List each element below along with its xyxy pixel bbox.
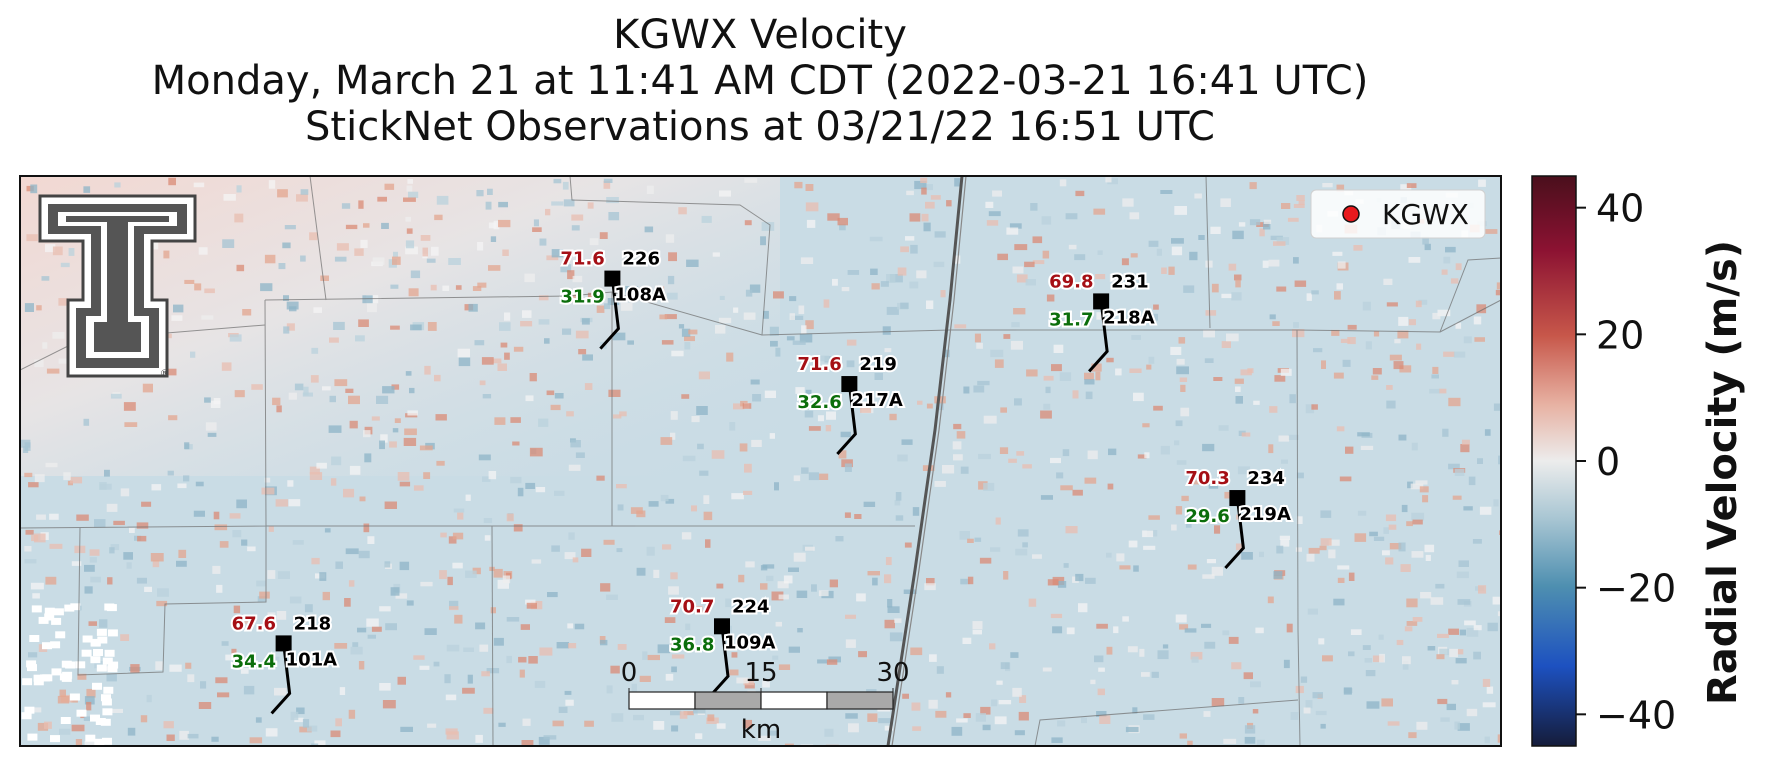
station-id-101A: 101A (286, 649, 338, 670)
dewpoint-219A: 29.6 (1185, 506, 1229, 527)
dewpoint-109A: 36.8 (670, 634, 714, 655)
wind-dir-219A: 234 (1247, 468, 1285, 489)
temp-109A: 70.7 (670, 596, 714, 617)
scale-tick-15: 15 (744, 658, 777, 688)
colorbar-tick-3: −20 (1596, 567, 1676, 611)
scale-unit: km (741, 715, 781, 745)
station-109A: 70.7 224 36.8 109A (668, 594, 778, 698)
scale-tick-30: 30 (876, 658, 909, 688)
station-marker-108A (604, 270, 621, 287)
station-218A: 69.8 231 31.7 218A (1047, 269, 1157, 373)
wind-barb-219A (1224, 497, 1245, 570)
map-frame (19, 175, 1502, 747)
wind-dir-108A: 226 (622, 249, 660, 270)
dewpoint-217A: 32.6 (797, 392, 841, 413)
university-t-logo: ® (38, 194, 197, 379)
scale-tick-0: 0 (621, 658, 638, 688)
county-boundaries (20, 176, 1501, 746)
wind-dir-217A: 219 (859, 354, 897, 375)
title-line-3: StickNet Observations at 03/21/22 16:51 … (305, 104, 1215, 150)
wind-dir-218A: 231 (1111, 271, 1149, 292)
station-id-218A: 218A (1103, 307, 1155, 328)
station-217A: 71.6 219 32.6 217A (795, 352, 905, 456)
station-id-217A: 217A (851, 390, 903, 411)
colorbar-title: Radial Velocity (m/s) (1700, 239, 1746, 705)
wind-dir-109A: 224 (732, 596, 770, 617)
wind-barb-218A (1088, 301, 1109, 373)
scale-bar: 0 15 30 km (621, 658, 910, 745)
wind-dir-101A: 218 (294, 613, 332, 634)
wind-barb-109A (708, 626, 730, 698)
temp-219A: 70.3 (1185, 468, 1229, 489)
temp-101A: 67.6 (232, 613, 276, 634)
station-observations: 71.6 226 31.9 108A 69.8 231 31.7 218A 71.6 219 32.… (230, 247, 1293, 715)
station-marker-101A (275, 635, 292, 652)
colorbar-gradient (1531, 175, 1577, 747)
state-boundary (886, 176, 964, 746)
station-marker-109A (713, 618, 730, 635)
map-legend: KGWX (1310, 189, 1486, 239)
station-219A: 70.3 234 29.6 219A (1183, 466, 1293, 570)
station-marker-219A (1229, 490, 1246, 507)
station-101A: 67.6 218 34.4 101A (230, 611, 339, 715)
station-marker-217A (841, 376, 858, 393)
wind-barb-101A (270, 643, 292, 715)
station-id-219A: 219A (1239, 504, 1291, 525)
title-line-2: Monday, March 21 at 11:41 AM CDT (2022-0… (151, 58, 1369, 104)
colorbar-tick-0: 40 (1596, 187, 1644, 231)
legend-label: KGWX (1382, 198, 1469, 231)
colorbar-tick-2: 0 (1596, 440, 1620, 484)
station-id-109A: 109A (724, 632, 776, 653)
temp-218A: 69.8 (1049, 271, 1093, 292)
dewpoint-218A: 31.7 (1049, 309, 1093, 330)
plot-title: KGWX Velocity Monday, March 21 at 11:41 … (20, 12, 1500, 150)
colorbar-tick-1: 20 (1596, 313, 1644, 357)
colorbar: 40 20 0 −20 −40 (1531, 175, 1676, 747)
wind-barb-217A (836, 383, 857, 456)
dewpoint-101A: 34.4 (232, 651, 276, 672)
temp-108A: 71.6 (560, 249, 604, 270)
station-id-108A: 108A (614, 285, 666, 306)
station-108A: 71.6 226 31.9 108A (558, 247, 668, 350)
station-marker-218A (1093, 293, 1110, 310)
dewpoint-108A: 31.9 (560, 287, 604, 308)
temp-217A: 71.6 (797, 354, 841, 375)
svg-text:®: ® (160, 369, 169, 379)
wind-barb-108A (599, 278, 620, 350)
title-line-1: KGWX Velocity (613, 12, 907, 58)
colorbar-tick-4: −40 (1596, 693, 1676, 737)
legend-marker (1342, 205, 1360, 223)
